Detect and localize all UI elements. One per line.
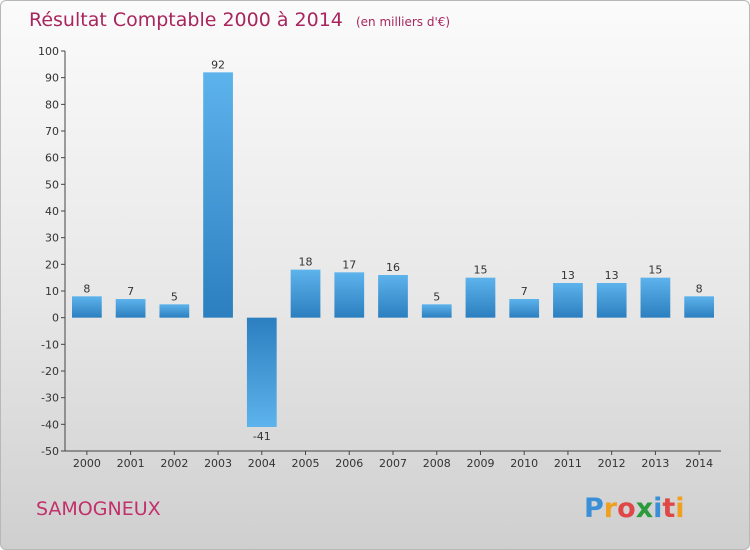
x-tick-label: 2003 <box>204 457 232 470</box>
logo-letter: o <box>617 493 636 524</box>
x-tick-label: 2002 <box>160 457 188 470</box>
bar-2008 <box>421 304 452 318</box>
logo-letter: P <box>584 493 604 524</box>
x-tick-label: 2000 <box>73 457 101 470</box>
bar-2007 <box>378 275 408 318</box>
x-tick-label: 2008 <box>423 457 451 470</box>
x-tick-label: 2010 <box>510 457 538 470</box>
x-axis: 2000 2001 2002 2003 2004 2005 2006 2007 2008 2009… <box>65 450 721 470</box>
y-tick-label: -20 <box>41 365 59 378</box>
x-tick-label: 2006 <box>335 457 363 470</box>
x-tick-label: 2011 <box>554 457 582 470</box>
bars: 8 7 5 92 -41 18 17 16 5 15 7 13 13 15 8 <box>71 58 715 443</box>
y-tick-label: 70 <box>45 125 59 138</box>
y-tick-label: -50 <box>41 445 59 458</box>
x-tick-label: 2005 <box>292 457 320 470</box>
bar-value-label: 7 <box>521 285 528 298</box>
bar-value-label: 8 <box>83 282 90 295</box>
y-tick-label: -40 <box>41 418 59 431</box>
bar-2000 <box>71 296 102 318</box>
logo-letter: r <box>604 493 618 524</box>
x-tick-label: 2004 <box>248 457 276 470</box>
bar-value-label: 92 <box>211 58 225 71</box>
bar-value-label: 7 <box>127 285 134 298</box>
y-tick-label: 100 <box>38 45 59 58</box>
commune-name: SAMOGNEUX <box>36 498 161 520</box>
y-tick-label: -10 <box>41 338 59 351</box>
y-tick-label: 80 <box>45 98 59 111</box>
y-tick-label: 30 <box>45 232 59 245</box>
y-tick-label: 20 <box>45 258 59 271</box>
bar-value-label: 5 <box>433 290 440 303</box>
bar-value-label: 15 <box>473 264 487 277</box>
y-tick-label: -30 <box>41 392 59 405</box>
bar-2006 <box>334 272 365 318</box>
y-tick-label: 10 <box>45 285 59 298</box>
bar-value-label: 16 <box>386 261 400 274</box>
logo-letter: x <box>636 493 653 524</box>
bar-2005 <box>290 269 321 318</box>
x-tick-label: 2014 <box>685 457 713 470</box>
bar-2014 <box>684 296 715 318</box>
bar-2003 <box>203 72 233 318</box>
x-tick-label: 2001 <box>117 457 145 470</box>
bar-2011 <box>553 283 583 318</box>
bar-value-label: 18 <box>299 256 313 269</box>
x-tick-label: 2007 <box>379 457 407 470</box>
bar-value-label: 13 <box>605 269 619 282</box>
bar-value-label: 17 <box>342 258 356 271</box>
bar-2010 <box>509 299 540 318</box>
y-tick-label: 0 <box>52 312 59 325</box>
bar-2001 <box>115 299 146 318</box>
logo-letter: i <box>675 493 684 524</box>
proxiti-logo: Proxiti <box>584 493 685 524</box>
logo-letter: t <box>662 493 675 524</box>
y-tick-label: 50 <box>45 178 59 191</box>
y-tick-label: 90 <box>45 72 59 85</box>
x-tick-label: 2012 <box>598 457 626 470</box>
chart-title: Résultat Comptable 2000 à 2014 (en milli… <box>29 9 450 31</box>
y-tick-label: 60 <box>45 152 59 165</box>
chart-title-text: Résultat Comptable 2000 à 2014 <box>29 9 343 31</box>
x-tick-label: 2013 <box>641 457 669 470</box>
bar-2012 <box>596 283 627 318</box>
bar-value-label: 15 <box>648 264 662 277</box>
bar-2004 <box>246 317 277 427</box>
chart-unit-note: (en milliers d'€) <box>356 15 450 29</box>
y-tick-label: 40 <box>45 205 59 218</box>
bar-value-label: 5 <box>171 290 178 303</box>
bar-2002 <box>159 304 190 318</box>
bar-2009 <box>465 277 496 318</box>
bar-value-label: -41 <box>253 430 271 443</box>
bar-2013 <box>640 277 671 318</box>
bar-value-label: 13 <box>561 269 575 282</box>
logo-letter: i <box>653 493 662 524</box>
x-tick-label: 2009 <box>466 457 494 470</box>
bar-value-label: 8 <box>696 282 703 295</box>
